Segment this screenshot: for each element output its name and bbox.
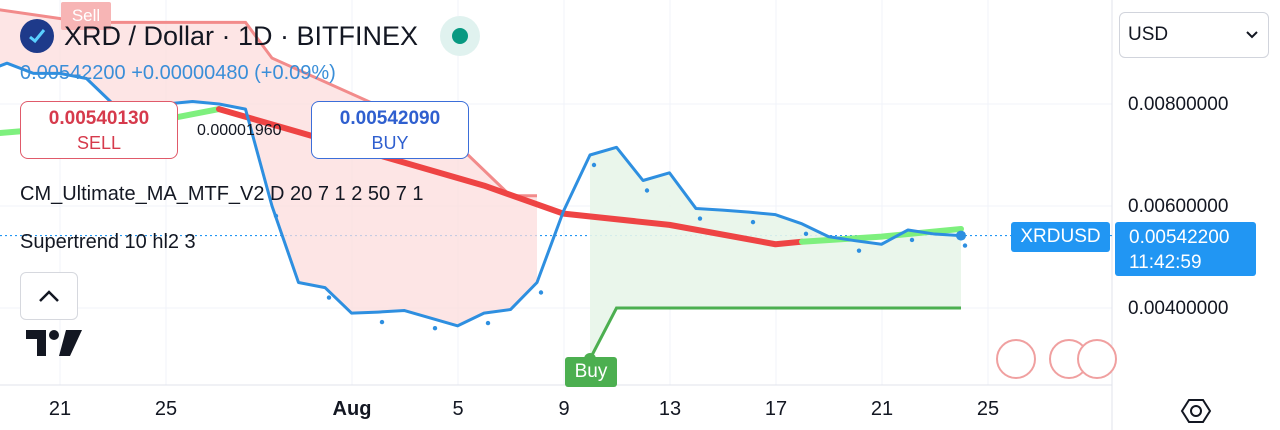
price-axis-tick: 0.00600000 [1128, 196, 1229, 217]
data-point-dot [909, 237, 915, 243]
supertrend-down-fill [0, 9, 537, 326]
symbol-title[interactable]: XRD / Dollar · 1D · BITFINEX [64, 20, 419, 51]
sell-button[interactable]: 0.00540130 SELL [20, 101, 178, 159]
supertrend-dots [273, 162, 968, 331]
collapse-legend-button[interactable] [20, 272, 78, 320]
last-price: 0.00542200 [20, 62, 126, 84]
currency-select[interactable]: USD [1119, 12, 1269, 58]
time-axis-tick: 13 [658, 398, 682, 420]
time-axis-tick: 21 [870, 398, 894, 420]
market-status-icon[interactable] [440, 16, 481, 56]
current-price-value: 0.00542200 [1129, 227, 1230, 248]
data-point-dot [432, 326, 438, 331]
sell-label: SELL [76, 133, 122, 153]
data-point-dot [856, 248, 862, 253]
time-axis-tick: 21 [48, 398, 72, 420]
us-flag-event-icon[interactable] [1077, 339, 1117, 379]
indicator-supertrend-legend[interactable]: Supertrend 10 hl2 3 [20, 231, 196, 253]
buy-button[interactable]: 0.00542090 BUY [311, 101, 469, 159]
bar-countdown: 11:42:59 [1129, 252, 1202, 273]
time-axis-tick: Aug [332, 398, 372, 420]
indicator-ma-legend[interactable]: CM_Ultimate_MA_MTF_V2 D 20 7 1 2 50 7 1 [20, 183, 424, 205]
data-point-dot [538, 290, 544, 295]
spread-value: 0.00001960 [197, 122, 282, 139]
tradingview-logo-icon [26, 330, 82, 356]
sell-price: 0.00540130 [48, 108, 150, 129]
data-point-dot [803, 231, 809, 237]
price-change: +0.00000480 (+0.09%) [131, 62, 336, 84]
buy-price: 0.00542090 [339, 108, 441, 129]
time-axis-tick: 9 [558, 398, 570, 420]
current-price-tag: 0.00542200 11:42:59 [1115, 222, 1256, 276]
time-axis-tick: 25 [154, 398, 178, 420]
symbol-price-tag: XRDUSD [1011, 222, 1110, 252]
sell-signal-marker: Sell [61, 2, 111, 30]
chevron-up-icon [39, 290, 59, 302]
data-point-dot [591, 162, 597, 168]
price-axis-tick: 0.00400000 [1128, 298, 1229, 319]
data-point-dot [379, 319, 385, 325]
time-axis-tick: 17 [764, 398, 788, 420]
price-readout: 0.00542200 +0.00000480 (+0.09%) [20, 62, 336, 85]
chart-settings-icon[interactable] [1180, 395, 1212, 427]
supertrend-down-line [0, 8, 537, 198]
buy-marker-label: Buy [574, 361, 608, 382]
last-price-dot [956, 230, 966, 241]
chevron-down-icon [1246, 31, 1258, 39]
supertrend-up-line [588, 306, 961, 360]
data-point-dot [326, 295, 332, 300]
data-point-dot [644, 188, 650, 193]
chart-header: XRD / Dollar · 1D · BITFINEX [20, 16, 481, 56]
sell-marker-label: Sell [71, 6, 101, 25]
buy-signal-marker: Buy [565, 357, 617, 387]
currency-value: USD [1128, 24, 1169, 45]
data-point-dot [750, 219, 756, 225]
price-axis-tick: 0.00800000 [1128, 94, 1229, 115]
ma-line-up-segment [799, 225, 964, 245]
data-point-dot [485, 320, 491, 326]
time-axis-tick: 5 [452, 398, 464, 420]
data-point-dot [273, 213, 279, 219]
data-point-dot [697, 216, 703, 221]
supertrend-up-fill [590, 147, 961, 359]
us-flag-event-icon[interactable] [996, 339, 1036, 379]
supertrend-fills [0, 9, 961, 359]
time-axis-tick: 25 [976, 398, 1000, 420]
symbol-logo-icon [20, 19, 54, 53]
data-point-dot [962, 243, 968, 248]
buy-label: BUY [371, 133, 409, 153]
